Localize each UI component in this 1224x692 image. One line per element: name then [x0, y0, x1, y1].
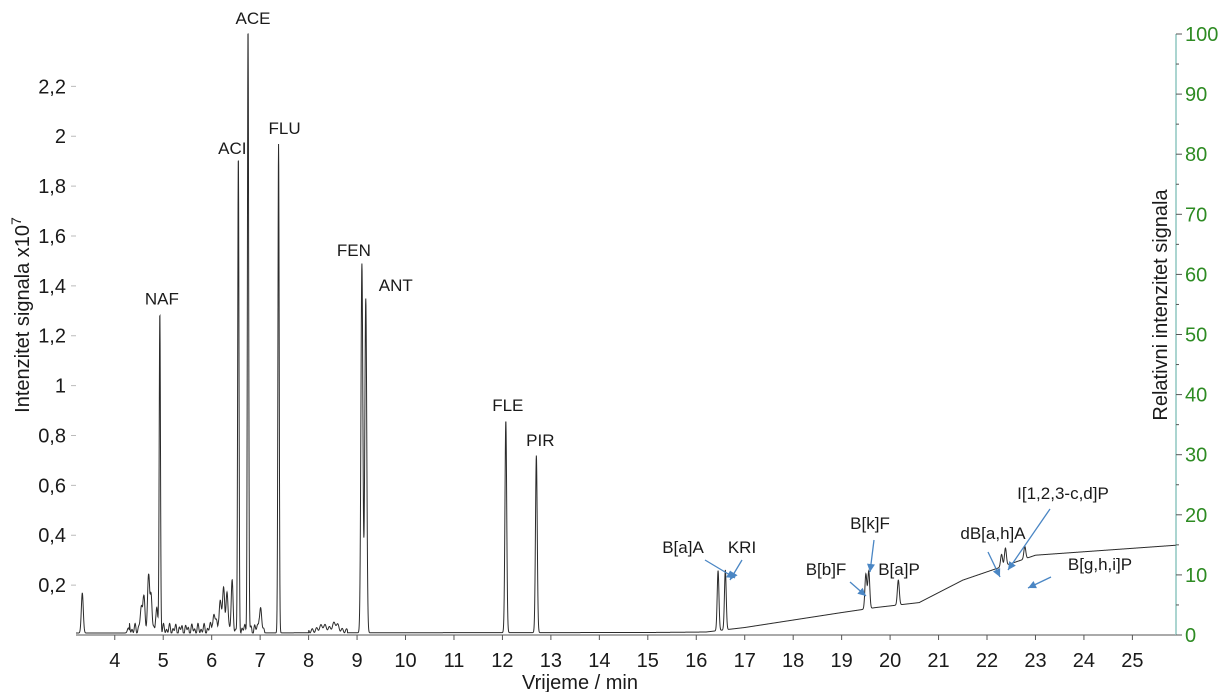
- y-left-tick-label: 0,2: [38, 575, 66, 597]
- y-left-tick-label: 0,6: [38, 475, 66, 497]
- y-right-tick-label: 0: [1185, 625, 1196, 647]
- y-right-tick-label: 60: [1185, 264, 1207, 286]
- x-tick-label: 5: [158, 650, 169, 672]
- x-tick-label: 17: [734, 650, 756, 672]
- x-tick-label: 7: [255, 650, 266, 672]
- y-left-tick-label: 1,8: [38, 176, 66, 198]
- x-tick-label: 13: [540, 650, 562, 672]
- x-tick-label: 8: [303, 650, 314, 672]
- x-tick-label: 21: [927, 650, 949, 672]
- peak-label: I[1,2,3-c,d]P: [1017, 484, 1109, 503]
- trace-group: [76, 33, 1176, 634]
- x-tick-label: 24: [1073, 650, 1095, 672]
- peak-label: dB[a,h]A: [960, 524, 1026, 543]
- peak-label: B[g,h,i]P: [1068, 555, 1132, 574]
- peak-arrow-head: [730, 571, 738, 580]
- peak-label: NAF: [145, 289, 179, 308]
- x-tick-label: 20: [879, 650, 901, 672]
- peak-label: FEN: [337, 241, 371, 260]
- peak-label: ACE: [236, 9, 271, 28]
- x-tick-label: 6: [206, 650, 217, 672]
- x-tick-label: 10: [394, 650, 416, 672]
- peak-label: ANT: [379, 276, 413, 295]
- y-left-tick-label: 2: [55, 126, 66, 148]
- x-tick-label: 23: [1024, 650, 1046, 672]
- peak-arrow-head: [1008, 561, 1016, 570]
- peak-arrow-line: [1007, 508, 1051, 571]
- peak-arrow-head: [1028, 580, 1037, 589]
- axes-group: 4 5 6 7 8 9 10 11 12 13 14 15 16 17 18 19 20 21 22 23 24 250,…: [38, 24, 1218, 672]
- x-tick-label: 22: [976, 650, 998, 672]
- peak-label: FLU: [268, 119, 300, 138]
- peak-arrow-head: [992, 568, 1001, 577]
- peak-label: B[b]F: [806, 560, 847, 579]
- y-right-tick-label: 100: [1185, 24, 1218, 46]
- y-right-tick-label: 10: [1185, 565, 1207, 587]
- chromatogram-trace: [76, 33, 1176, 634]
- y-right-tick-label: 70: [1185, 204, 1207, 226]
- y-axis-right-title: Relativni intenzitet signala: [1150, 189, 1172, 421]
- x-tick-label: 11: [444, 650, 465, 672]
- x-tick-label: 16: [685, 650, 707, 672]
- y-right-tick-label: 90: [1185, 84, 1207, 106]
- peak-arrow-head: [857, 587, 866, 596]
- y-left-tick-label: 0,4: [38, 525, 66, 547]
- x-tick-label: 14: [588, 650, 610, 672]
- peak-label: B[k]F: [850, 514, 890, 533]
- y-left-tick-label: 0,8: [38, 425, 66, 447]
- y-left-tick-label: 1,6: [38, 226, 66, 248]
- x-tick-label: 15: [637, 650, 659, 672]
- y-axis-left-title: Intenzitet signala x107: [8, 217, 34, 413]
- y-right-tick-label: 40: [1185, 385, 1207, 407]
- y-right-tick-label: 50: [1185, 325, 1207, 347]
- peak-label: KRI: [728, 538, 756, 557]
- peak-label: B[a]A: [662, 538, 704, 557]
- peak-label: FLE: [492, 396, 523, 415]
- y-left-tick-label: 1,4: [38, 276, 66, 298]
- x-tick-label: 25: [1121, 650, 1143, 672]
- x-axis-title: Vrijeme / min: [522, 672, 638, 692]
- x-tick-label: 9: [351, 650, 362, 672]
- y-right-tick-label: 30: [1185, 445, 1207, 467]
- x-tick-label: 19: [831, 650, 853, 672]
- y-axis-left-title-exponent: 7: [8, 217, 24, 225]
- y-right-tick-label: 80: [1185, 144, 1207, 166]
- peak-label: B[a]P: [878, 560, 920, 579]
- y-axis-left-title-text: Intenzitet signala x10: [12, 225, 34, 413]
- peak-label: PIR: [526, 431, 554, 450]
- y-left-tick-label: 1,2: [38, 326, 66, 348]
- x-tick-label: 18: [782, 650, 804, 672]
- x-tick-label: 12: [491, 650, 513, 672]
- peak-label: ACI: [218, 139, 246, 158]
- y-right-tick-label: 20: [1185, 505, 1207, 527]
- y-left-tick-label: 1: [55, 376, 66, 398]
- peak-arrow-head: [867, 563, 875, 572]
- y-left-tick-label: 2,2: [38, 76, 66, 98]
- x-tick-label: 4: [109, 650, 120, 672]
